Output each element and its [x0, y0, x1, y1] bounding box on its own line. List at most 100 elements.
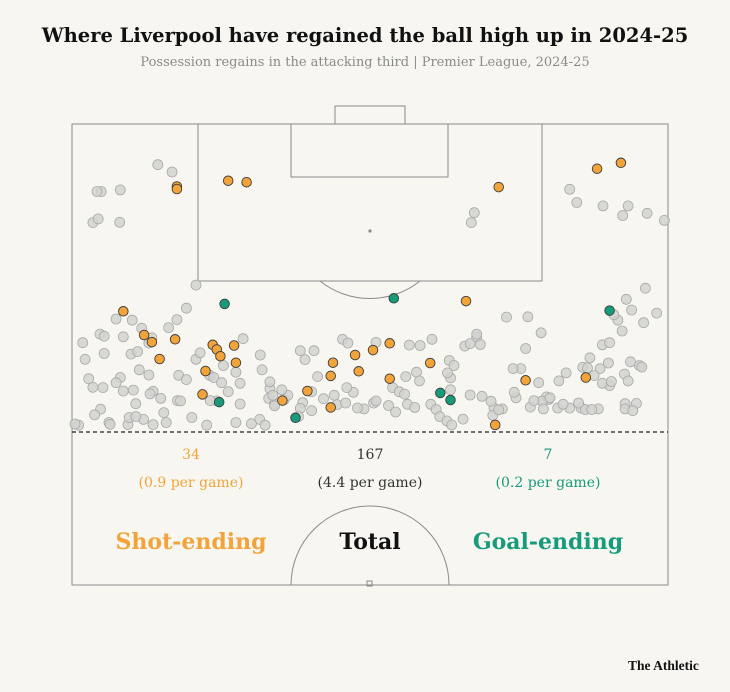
regain-point — [83, 373, 95, 385]
shot-ending-point — [138, 329, 150, 341]
regain-point — [604, 337, 615, 349]
regain-point — [117, 331, 129, 343]
regain-point — [222, 386, 234, 398]
regain-point — [528, 395, 540, 407]
regain-point — [586, 404, 598, 415]
regain-point — [445, 384, 456, 396]
regain-point — [485, 395, 497, 407]
regain-point — [306, 405, 318, 417]
chart-subtitle: Possession regains in the attacking thir… — [140, 55, 590, 70]
shot-ending-point — [118, 306, 129, 317]
regain-point — [308, 345, 320, 357]
shot-ending-point — [460, 295, 472, 307]
regain-point — [130, 411, 142, 423]
centre-circle-arc — [290, 505, 450, 586]
regain-point — [216, 377, 228, 389]
goal-label: Goal-ending — [473, 529, 623, 555]
regain-point — [507, 363, 519, 375]
goal-ending-point — [604, 305, 615, 316]
shot-ending-point — [493, 181, 504, 193]
regain-point — [465, 217, 477, 229]
shot-ending-point — [353, 366, 364, 377]
regain-point — [312, 371, 324, 383]
regain-point — [87, 381, 99, 393]
regain-point — [318, 393, 329, 405]
regain-point — [91, 186, 103, 197]
regain-point — [557, 398, 569, 410]
shot-ending-point — [349, 349, 361, 361]
regain-point — [256, 364, 268, 376]
regain-point — [114, 216, 126, 228]
regain-point — [117, 385, 129, 397]
penalty-arc — [319, 280, 421, 299]
shot-ending-point — [384, 373, 395, 384]
shot-ending-point — [325, 402, 336, 413]
regain-point — [573, 397, 584, 409]
regain-point — [190, 279, 202, 291]
regain-point — [132, 346, 144, 358]
regain-point — [340, 397, 352, 409]
regain-point — [171, 314, 183, 326]
regain-point — [269, 400, 281, 412]
regain-point — [276, 384, 288, 396]
regain-point — [254, 349, 266, 361]
regain-point — [127, 384, 139, 396]
total-per-game: (4.4 per game) — [318, 475, 423, 491]
regain-point — [97, 382, 109, 394]
regain-point — [553, 375, 565, 387]
regain-point — [194, 347, 206, 359]
regain-point — [342, 337, 354, 349]
regain-point — [166, 166, 178, 178]
shot-ending-point — [384, 338, 395, 349]
regain-point — [147, 419, 159, 431]
regain-point — [114, 184, 126, 196]
regain-point — [98, 348, 110, 359]
regain-point — [533, 377, 545, 389]
regain-point — [597, 200, 609, 212]
regain-point — [538, 403, 549, 415]
shot-ending-point — [580, 372, 592, 383]
regain-point — [564, 183, 576, 195]
regain-point — [535, 327, 547, 339]
regain-point — [130, 398, 142, 410]
regain-point — [640, 282, 651, 294]
regain-point — [594, 363, 606, 375]
regain-point — [508, 386, 520, 398]
regain-point — [617, 210, 629, 221]
goal-ending-point — [445, 394, 456, 406]
regain-point — [622, 200, 634, 212]
regain-point — [175, 395, 186, 407]
penalty-box — [197, 123, 543, 282]
regain-point — [328, 389, 340, 401]
shot-ending-point — [215, 350, 226, 362]
shot-ending-point — [197, 389, 208, 400]
shot-ending-point — [615, 157, 627, 169]
regain-point — [625, 356, 636, 368]
six-yard-box — [290, 123, 449, 178]
regain-point — [442, 367, 453, 379]
regain-point — [641, 207, 653, 219]
shot-ending-point — [241, 176, 252, 188]
regain-point — [110, 313, 122, 325]
regain-point — [468, 207, 480, 219]
regain-point — [626, 304, 637, 316]
regain-point — [180, 374, 192, 386]
goal — [334, 105, 406, 125]
regain-point — [457, 413, 469, 425]
regain-point — [92, 213, 104, 225]
regain-point — [584, 352, 596, 364]
regain-point — [152, 159, 164, 171]
regain-point — [471, 328, 483, 340]
total-label: Total — [339, 529, 400, 555]
regain-point — [89, 409, 100, 421]
regain-point — [560, 367, 572, 379]
regain-point — [474, 339, 486, 350]
regain-point — [69, 418, 81, 430]
regain-point — [520, 343, 531, 354]
shot-ending-point — [169, 334, 181, 345]
shot-ending-point — [171, 183, 183, 195]
regain-point — [446, 419, 458, 431]
goal-ending-point — [435, 387, 446, 399]
regain-point — [160, 417, 172, 428]
